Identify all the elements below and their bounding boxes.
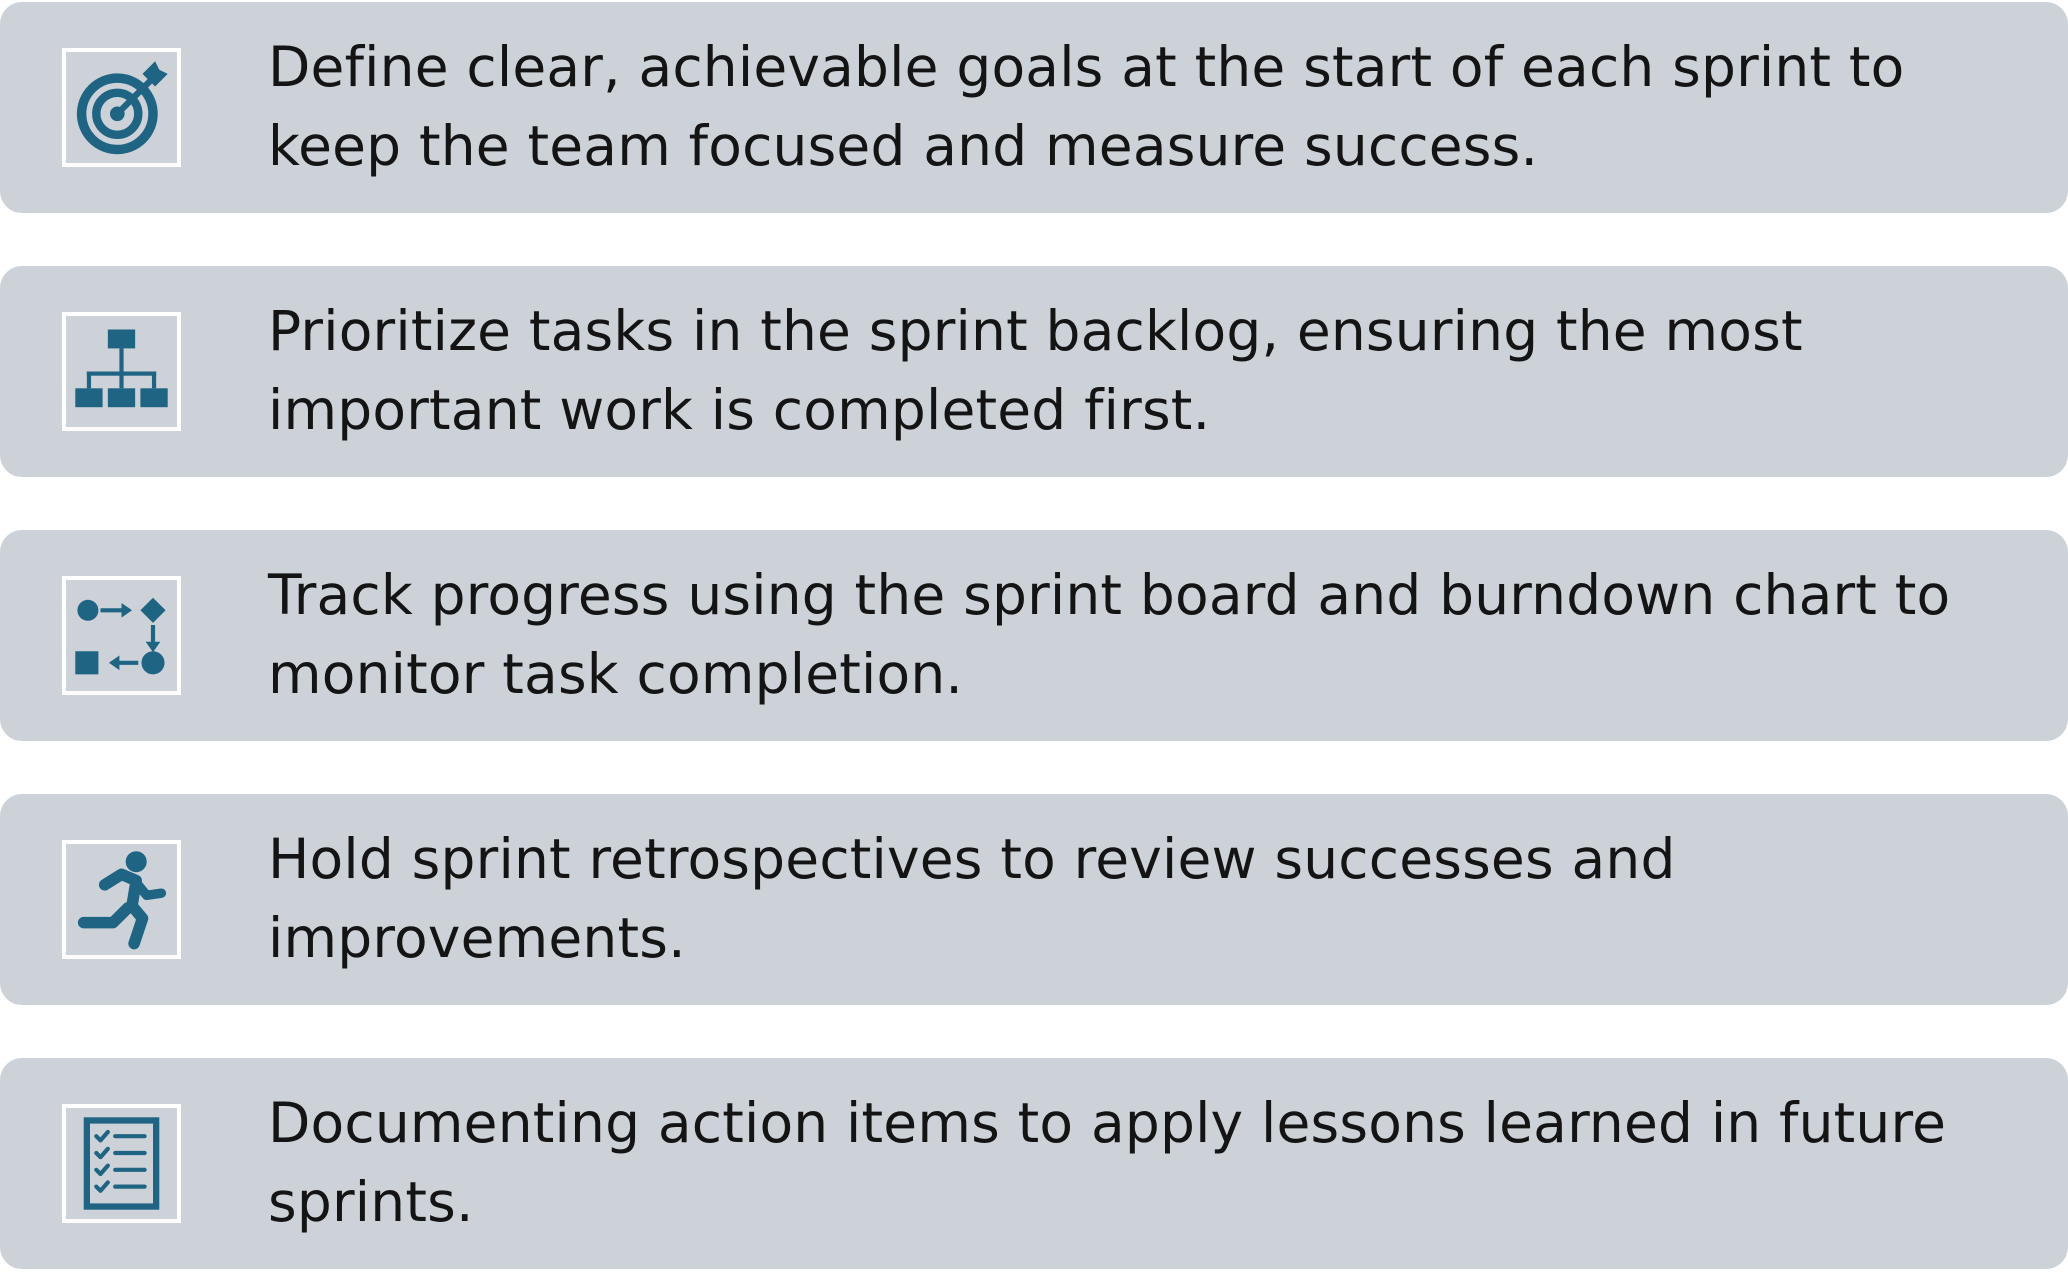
checklist-icon [83, 1117, 160, 1210]
running-person-icon [77, 851, 167, 950]
prioritize-card: Prioritize tasks in the sprint backlog, … [0, 266, 2068, 477]
retrospective-card: Hold sprint retrospectives to review suc… [0, 794, 2068, 1005]
card-text: Hold sprint retrospectives to review suc… [268, 827, 1676, 970]
card-text: Documenting action items to apply lesson… [268, 1091, 1947, 1234]
target-icon [76, 61, 168, 155]
card-text: Prioritize tasks in the sprint backlog, … [268, 299, 1803, 442]
icon-frame [62, 840, 181, 959]
goal-card: Define clear, achievable goals at the st… [0, 2, 2068, 213]
track-card: Track progress using the sprint board an… [0, 530, 2068, 741]
icon-frame [62, 576, 181, 695]
icon-frame [62, 1104, 181, 1223]
card-text: Track progress using the sprint board an… [268, 563, 1951, 706]
card-text: Define clear, achievable goals at the st… [268, 35, 1905, 178]
documentation-card: Documenting action items to apply lesson… [0, 1058, 2068, 1269]
icon-frame [62, 312, 181, 431]
icon-frame [62, 48, 181, 167]
hierarchy-icon [75, 329, 168, 408]
process-flow-icon [75, 597, 166, 675]
